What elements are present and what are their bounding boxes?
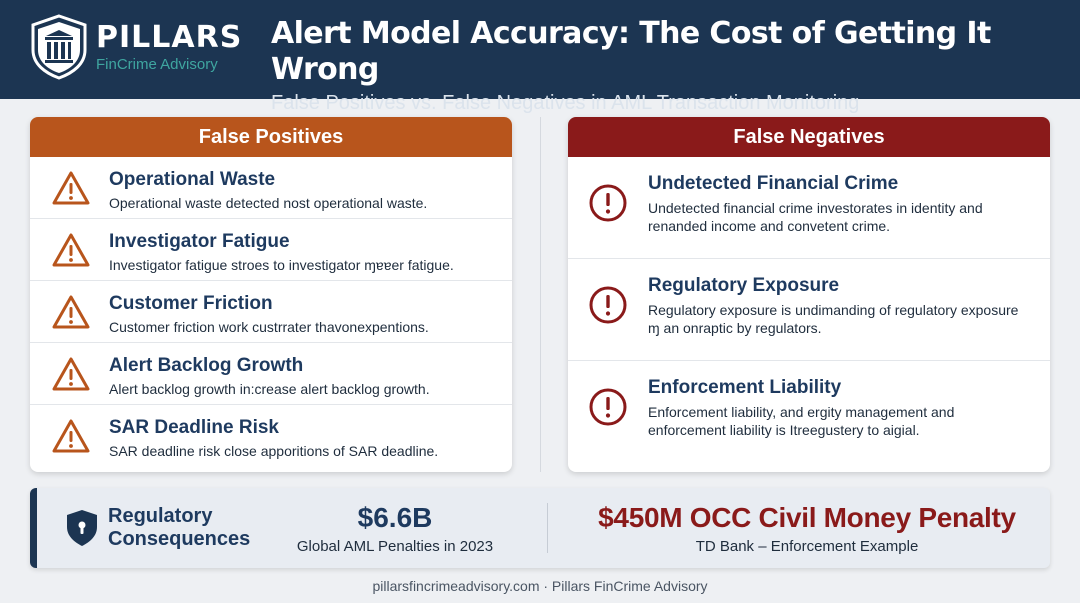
false-positive-description: Investigator fatigue stroes to investiga… (109, 257, 454, 273)
page-title: Alert Model Accuracy: The Cost of Gettin… (271, 16, 991, 87)
global-penalties-value: $6.6B (357, 502, 433, 533)
false-positive-item: Operational Waste Operational waste detec… (30, 157, 512, 219)
false-positive-item: Alert Backlog Growth Alert backlog growth… (30, 343, 512, 405)
page-subtitle: False Positives vs. False Negatives in A… (271, 92, 860, 114)
false-negative-description: Enforcement liability, and ergity manage… (648, 404, 955, 438)
false-positive-title: Customer Friction (109, 293, 273, 314)
consequences-label: Regulatory Consequences (108, 505, 250, 551)
consequences-divider (547, 503, 548, 553)
header-banner: PILLARS FinCrime Advisory Alert Model Ac… (0, 0, 1080, 114)
consequences-label-line2: Consequences (108, 528, 251, 550)
global-penalties-caption: Global AML Penalties in 2023 (296, 538, 494, 555)
false-negative-item: Undetected Financial Crime Undetected fin… (568, 157, 1050, 259)
false-positive-title: Operational Waste (109, 169, 276, 190)
warning-triangle-icon (52, 356, 90, 392)
false-negatives-list: Undetected Financial Crime Undetected fin… (568, 157, 1050, 463)
false-positive-description: Alert backlog growth in:crease alert bac… (109, 381, 430, 397)
false-positive-description: SAR deadline risk close apporitions of S… (109, 443, 439, 459)
false-negative-title: Regulatory Exposure (648, 275, 840, 296)
warning-triangle-icon (52, 294, 90, 330)
panel-divider (540, 117, 541, 472)
false-positives-heading: False Positives (30, 117, 512, 157)
exclamation-circle-icon (588, 285, 628, 325)
false-positives-panel: False Positives Operational Waste Operati… (30, 117, 512, 472)
false-positive-description: Operational waste detected nost operatio… (109, 195, 428, 211)
false-negatives-panel: False Negatives Undetected Financial Cri… (568, 117, 1050, 472)
warning-triangle-icon (52, 232, 90, 268)
false-positive-description: Customer friction work custrrater thavon… (109, 319, 429, 335)
exclamation-circle-icon (588, 387, 628, 427)
logo: PILLARS FinCrime Advisory (30, 14, 242, 80)
td-bank-penalty-stat: $450M OCC Civil Money Penalty TD Bank – … (577, 502, 1037, 555)
false-positive-item: Customer Friction Customer friction work … (30, 281, 512, 343)
false-negatives-heading: False Negatives (568, 117, 1050, 157)
false-positive-title: Alert Backlog Growth (109, 355, 304, 376)
false-negative-description: Regulatory exposure is undimanding of re… (648, 302, 1019, 336)
shield-icon (67, 510, 97, 546)
false-negative-description: Undetected financial crime investorates … (648, 200, 983, 234)
footer-attribution: pillarsfincrimeadvisory.com · Pillars Fi… (372, 578, 708, 594)
false-positive-title: Investigator Fatigue (109, 231, 290, 252)
false-positive-title: SAR Deadline Risk (109, 417, 279, 438)
global-penalties-stat: $6.6B Global AML Penalties in 2023 (289, 502, 501, 555)
logo-subtitle: FinCrime Advisory (96, 55, 218, 73)
td-bank-penalty-caption: TD Bank – Enforcement Example (695, 538, 919, 555)
td-bank-penalty-value: $450M OCC Civil Money Penalty (598, 502, 1016, 533)
warning-triangle-icon (52, 170, 90, 206)
regulatory-consequences-bar: Regulatory Consequences $6.6B Global AML… (30, 488, 1050, 568)
false-positives-list: Operational Waste Operational waste detec… (30, 157, 512, 467)
false-negative-item: Regulatory Exposure Regulatory exposure i… (568, 259, 1050, 361)
false-negative-item: Enforcement Liability Enforcement liabili… (568, 361, 1050, 463)
warning-triangle-icon (52, 418, 90, 454)
false-negative-title: Enforcement Liability (648, 377, 842, 398)
consequences-label-line1: Regulatory (108, 505, 213, 527)
false-positive-item: Investigator Fatigue Investigator fatigue… (30, 219, 512, 281)
exclamation-circle-icon (588, 183, 628, 223)
false-positive-item: SAR Deadline Risk SAR deadline risk close… (30, 405, 512, 467)
false-negative-title: Undetected Financial Crime (648, 173, 899, 194)
pillars-logo-icon (31, 14, 87, 80)
logo-name: PILLARS (96, 19, 243, 55)
